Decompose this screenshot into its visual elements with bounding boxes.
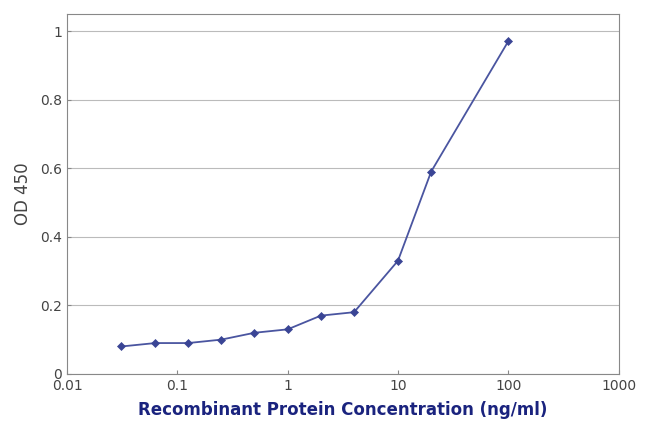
Y-axis label: OD 450: OD 450 (14, 162, 32, 225)
X-axis label: Recombinant Protein Concentration (ng/ml): Recombinant Protein Concentration (ng/ml… (138, 401, 547, 419)
